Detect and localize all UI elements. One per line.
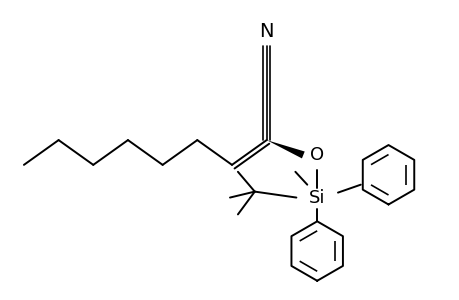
Text: O: O	[309, 146, 324, 164]
Text: N: N	[259, 22, 273, 40]
Text: Si: Si	[308, 189, 325, 207]
Polygon shape	[266, 140, 304, 158]
